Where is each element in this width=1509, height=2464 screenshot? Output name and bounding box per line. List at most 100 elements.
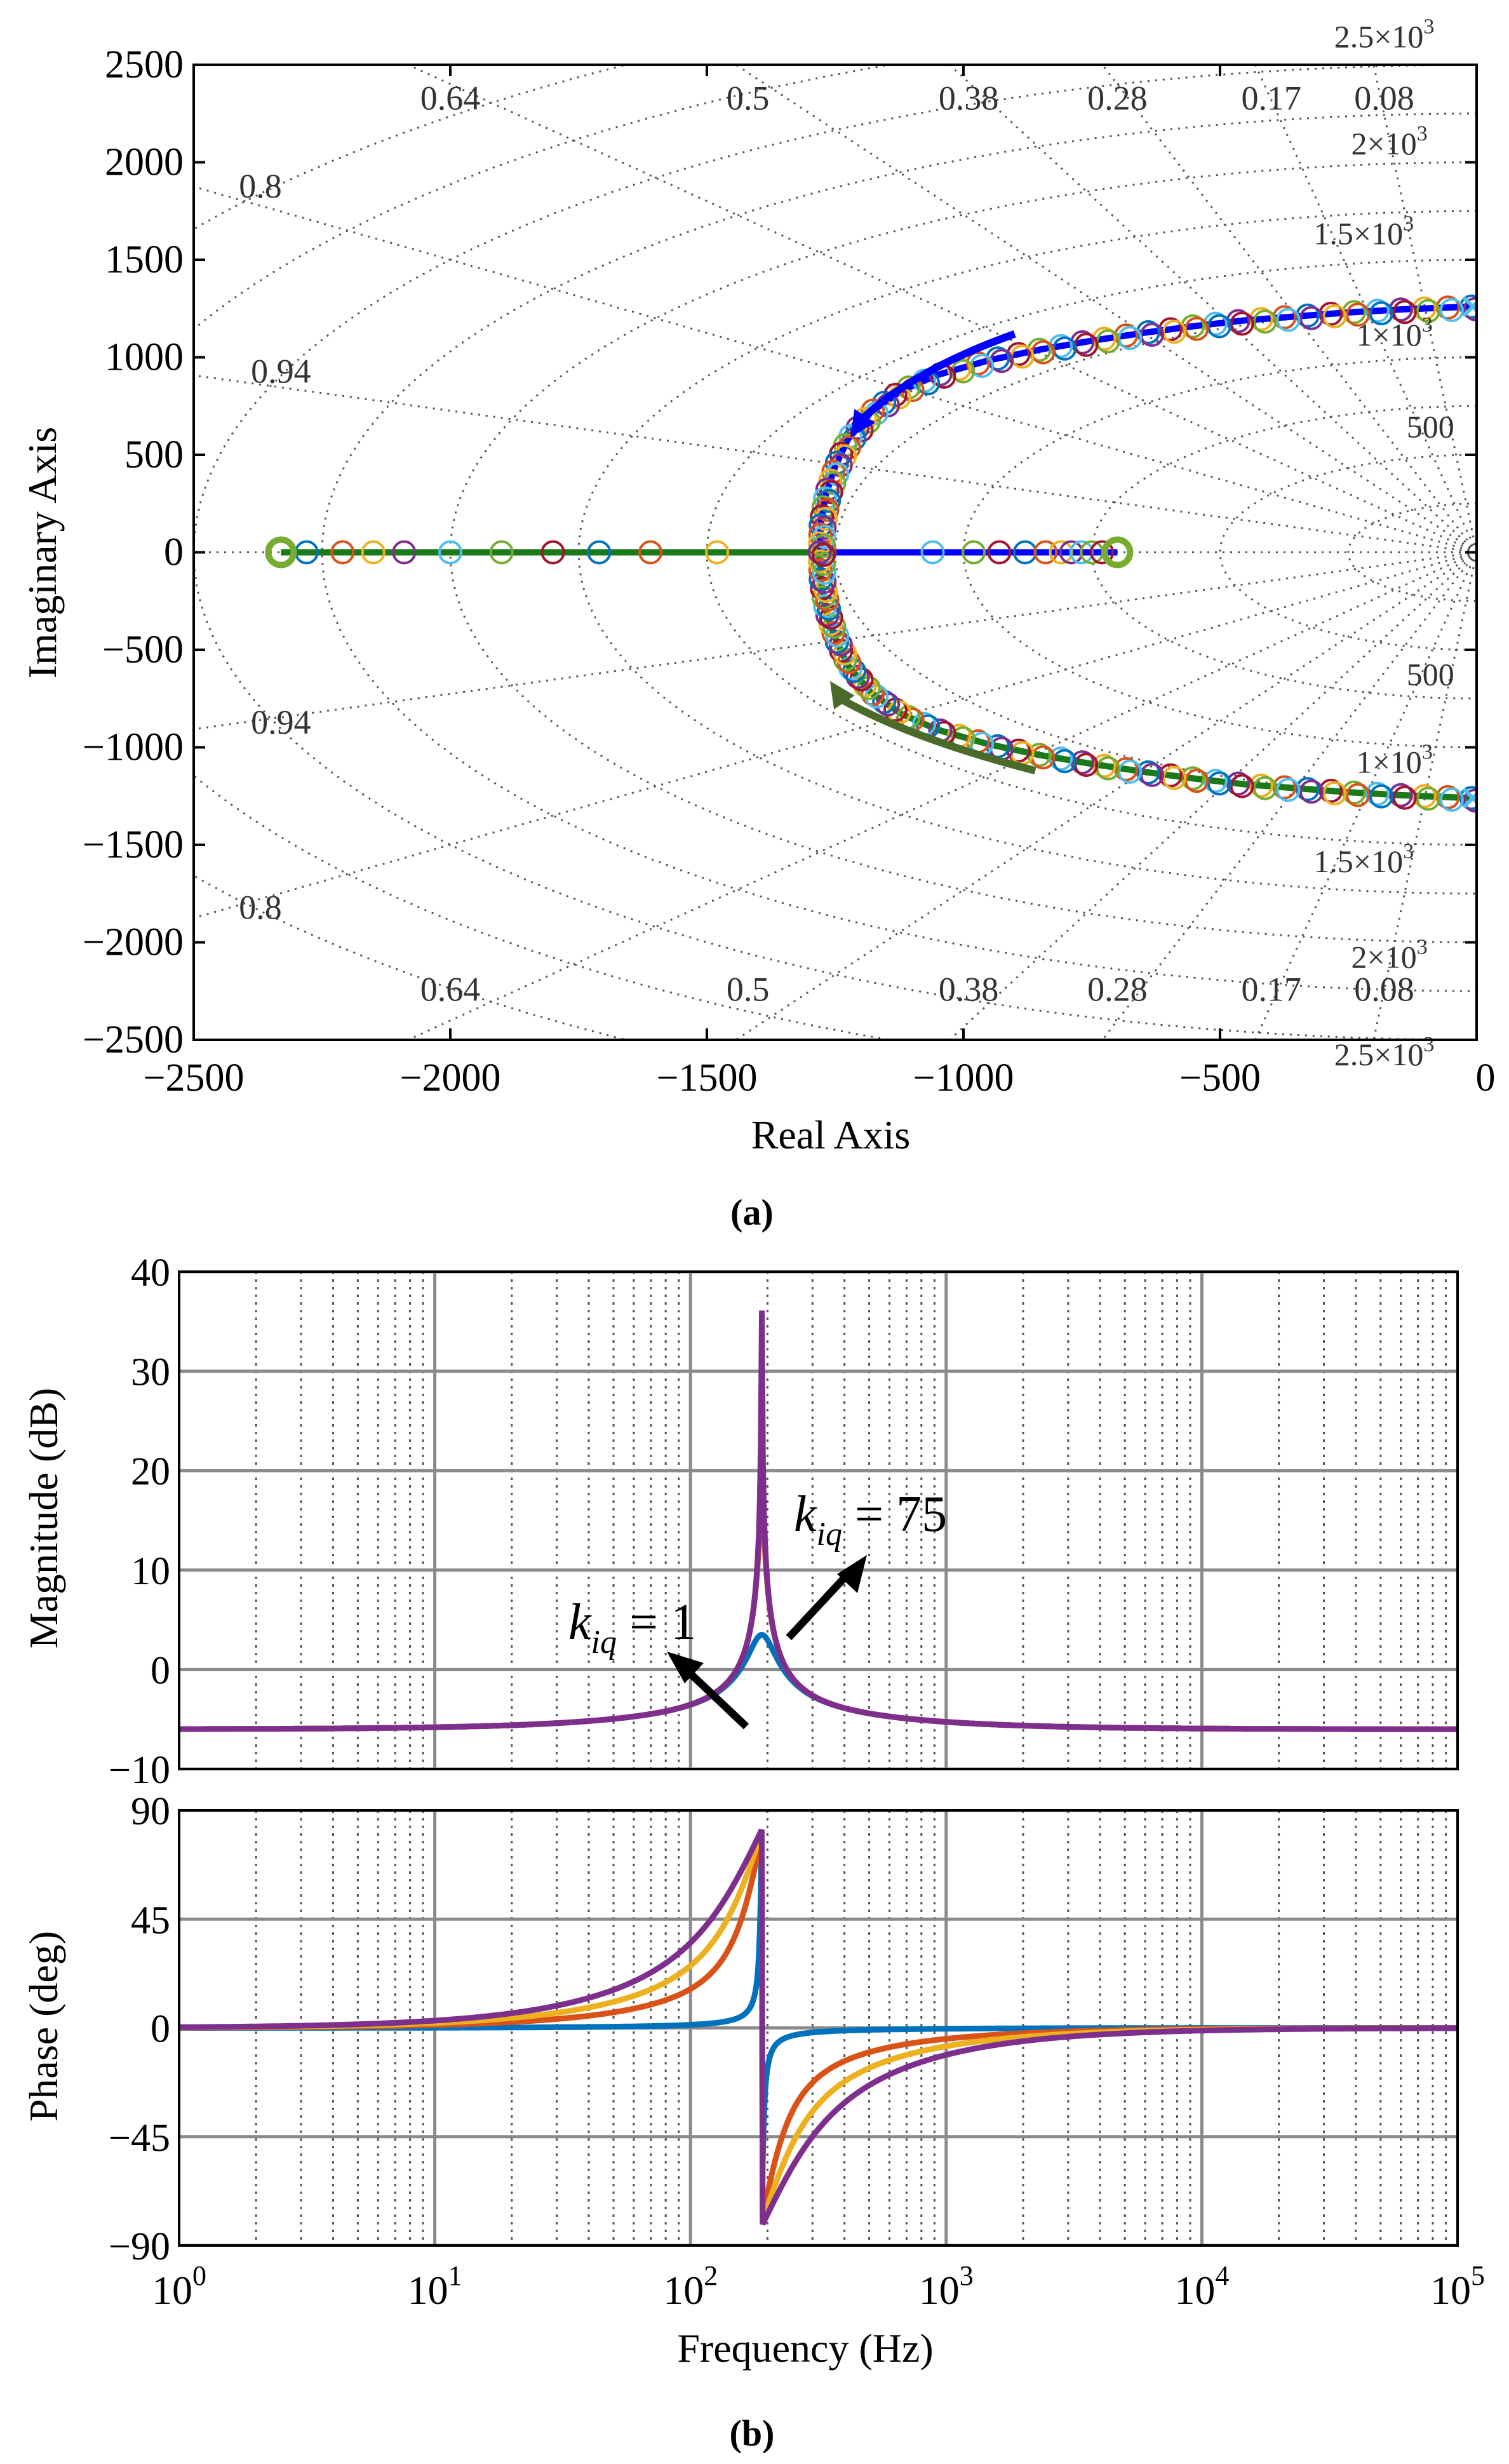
frequency-tick-exponent: 3: [960, 2260, 974, 2291]
panel-a-caption: (a): [730, 1192, 774, 1233]
open-loop-pole: [1462, 791, 1477, 809]
magnitude-y-ticks: 40 30 20 10 0 −10: [109, 1251, 170, 1792]
panel-b-caption: (b): [730, 2413, 775, 2454]
natural-frequency-circle: [194, 65, 895, 1040]
frequency-tick-base: 10: [663, 2268, 704, 2313]
locus-marker: [1322, 781, 1347, 806]
locus-marker: [330, 540, 355, 565]
locus-marker: [1388, 783, 1413, 807]
root-locus-arrows: [829, 330, 1036, 775]
frequency-tick-base: 10: [1174, 2268, 1215, 2313]
frequency-tick-base: 10: [408, 2268, 448, 2313]
locus-marker: [1203, 311, 1228, 336]
annotation-k75-sub: iq: [817, 1516, 842, 1552]
damping-ray: [948, 65, 1477, 553]
direction-arrowhead: [850, 408, 876, 438]
natural-frequency-base: 1.5×10: [1313, 844, 1403, 879]
magnitude-y-tick-label: 0: [151, 1649, 170, 1692]
annotation-k75-rest: = 75: [842, 1486, 947, 1542]
damping-ray: [194, 551, 1477, 919]
y-tick-label: −1000: [83, 726, 184, 769]
locus-marker: [1412, 784, 1437, 809]
natural-frequency-exponent: 3: [1423, 15, 1434, 38]
frequency-tick-label: 100: [152, 2260, 206, 2313]
damping-label: 0.08: [1354, 971, 1414, 1009]
damping-label: 0.08: [1354, 79, 1414, 118]
natural-frequency-label: 500: [1407, 656, 1454, 692]
phase-x-ticks: 100 101 102 103 104 105: [152, 2260, 1485, 2313]
natural-frequency-exponent: 3: [1403, 212, 1414, 235]
locus-marker: [819, 480, 843, 504]
root-locus-chart: 0.64 0.5 0.38 0.28 0.17 0.08 0.8 0.94 0.64 0.5 0.3…: [20, 15, 1496, 1233]
locus-marker: [361, 540, 386, 565]
natural-frequency-exponent: 3: [1422, 740, 1433, 764]
damping-ray: [948, 551, 1477, 1040]
locus-marker: [1033, 540, 1058, 565]
locus-marker: [1230, 774, 1254, 798]
natural-frequency-label: 2×103: [1351, 122, 1428, 161]
annotation-k1-rest: = 1: [617, 1594, 696, 1650]
locus-marker: [1252, 309, 1277, 334]
locus-marker: [1463, 297, 1477, 321]
locus-marker: [1295, 777, 1320, 802]
locus-marker: [962, 540, 986, 565]
locus-marker: [1416, 299, 1440, 323]
locus-marker: [1203, 769, 1228, 793]
natural-frequency-circle: [449, 161, 1477, 943]
locus-marker: [1207, 771, 1231, 796]
natural-frequency-exponent: 3: [1417, 122, 1428, 145]
annotation-k75-var: k: [794, 1486, 817, 1542]
damping-label: 0.5: [727, 971, 770, 1009]
damping-label: 0.17: [1242, 971, 1302, 1009]
natural-frequency-exponent: 3: [1423, 1033, 1434, 1056]
natural-frequency-exponent: 3: [1403, 840, 1414, 863]
phase-axes-box: [178, 1809, 1459, 2247]
x-tick-label: −2000: [400, 1056, 501, 1100]
annotation-k1-var: k: [568, 1594, 592, 1650]
damping-label: 0.94: [251, 703, 311, 741]
y-tick-label: 0: [164, 531, 184, 574]
natural-frequency-label: 1×103: [1357, 740, 1433, 779]
locus-marker: [1416, 786, 1440, 811]
natural-frequency-exponent: 3: [1422, 313, 1433, 337]
natural-frequency-exponent: 3: [1417, 935, 1428, 959]
natural-frequency-label: 1.5×103: [1313, 212, 1414, 251]
locus-marker: [540, 540, 565, 565]
locus-marker: [1342, 780, 1367, 805]
phase-y-tick-label: 45: [131, 1899, 170, 1942]
damping-ray: [194, 551, 1477, 730]
damping-ray: [194, 185, 1477, 553]
natural-frequency-label: 500: [1407, 408, 1454, 444]
direction-arrowhead: [829, 681, 855, 710]
damping-label: 0.5: [727, 79, 770, 118]
locus-marker: [438, 540, 462, 565]
natural-frequency-base: 2.5×10: [1334, 1037, 1424, 1072]
locus-marker: [1318, 779, 1343, 804]
y-tick-label: 2500: [105, 43, 184, 86]
natural-frequency-base: 1×10: [1357, 744, 1422, 779]
locus-marker: [1365, 781, 1390, 806]
locus-marker: [1207, 314, 1231, 339]
damping-ray: [194, 374, 1477, 553]
damping-label: 0.8: [239, 889, 282, 927]
natural-frequency-label: 2×103: [1351, 935, 1428, 974]
locus-marker: [1439, 298, 1464, 323]
frequency-tick-exponent: 5: [1471, 2260, 1485, 2291]
locus-marker: [1299, 779, 1324, 804]
damping-ray: [1254, 65, 1477, 553]
locus-marker: [392, 540, 417, 565]
locus-marker: [920, 540, 945, 565]
frequency-tick-label: 101: [408, 2260, 462, 2313]
annotation-k75: kiq = 75: [786, 1486, 947, 1641]
magnitude-y-tick-label: 30: [131, 1351, 170, 1394]
magnitude-axes-box: [178, 1270, 1459, 1770]
natural-frequency-base: 2.5×10: [1334, 18, 1424, 54]
svg-text:kiq = 1: kiq = 1: [568, 1594, 696, 1660]
natural-frequency-circle: [1347, 502, 1477, 602]
locus-marker: [845, 664, 870, 689]
annotation-k1-arrow: [683, 1666, 749, 1730]
locus-marker: [1252, 776, 1277, 800]
x-tick-label: 0: [1476, 1056, 1496, 1100]
locus-marker: [1346, 302, 1371, 327]
